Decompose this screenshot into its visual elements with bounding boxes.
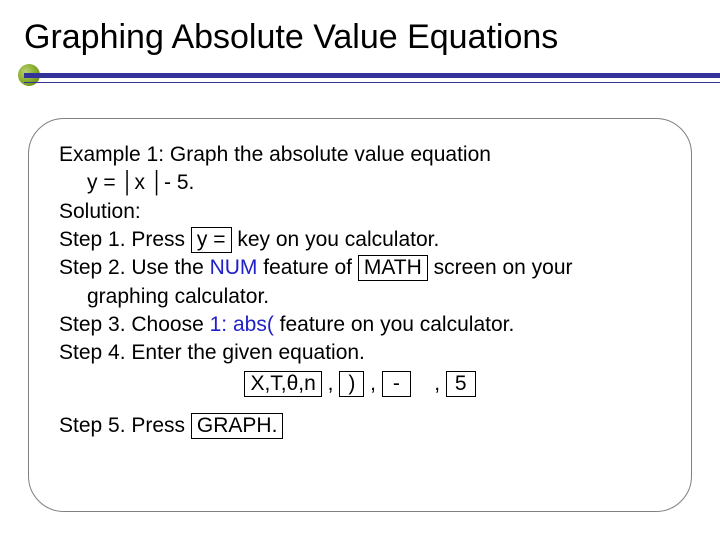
solution-label: Solution: bbox=[59, 198, 661, 226]
slide-title: Graphing Absolute Value Equations bbox=[24, 18, 720, 71]
step1-suffix: key on you calculator. bbox=[237, 228, 439, 251]
sep1: , bbox=[328, 372, 340, 395]
feature-abs: 1: abs( bbox=[210, 313, 274, 336]
step-2: Step 2. Use the NUM feature of MATH scre… bbox=[59, 254, 661, 282]
sep3: , bbox=[428, 372, 446, 395]
key-five: 5 bbox=[446, 371, 476, 397]
step3-suffix: feature on you calculator. bbox=[280, 313, 515, 336]
step1-prefix: Step 1. Press bbox=[59, 228, 191, 251]
underline-thick bbox=[24, 73, 720, 78]
key-xttn: X,T,θ,n bbox=[244, 371, 321, 397]
step-5: Step 5. Press GRAPH. bbox=[59, 412, 661, 440]
sep2: , bbox=[370, 372, 382, 395]
step2-prefix: Step 2. Use the bbox=[59, 256, 210, 279]
step5-prefix: Step 5. Press bbox=[59, 414, 191, 437]
body-text: Example 1: Graph the absolute value equa… bbox=[59, 141, 661, 440]
key-graph: GRAPH. bbox=[191, 413, 284, 439]
example-heading: Example 1: Graph the absolute value equa… bbox=[59, 141, 661, 169]
step2-line2: graphing calculator. bbox=[59, 283, 661, 311]
step-3: Step 3. Choose 1: abs( feature on you ca… bbox=[59, 311, 661, 339]
content-frame: Example 1: Graph the absolute value equa… bbox=[28, 118, 692, 512]
step2-mid: feature of bbox=[263, 256, 358, 279]
slide: Graphing Absolute Value Equations Exampl… bbox=[0, 0, 720, 540]
feature-num: NUM bbox=[210, 256, 258, 279]
step3-prefix: Step 3. Choose bbox=[59, 313, 210, 336]
key-minus: - bbox=[382, 371, 411, 397]
underline-thin bbox=[24, 82, 720, 83]
step-4-keys: X,T,θ,n , ) , - , 5 bbox=[59, 370, 661, 398]
step2-suffix: screen on your bbox=[434, 256, 573, 279]
step-4-text: Step 4. Enter the given equation. bbox=[59, 339, 661, 367]
title-underline bbox=[24, 73, 720, 79]
key-close-paren: ) bbox=[339, 371, 364, 397]
key-y-equals: y = bbox=[191, 227, 232, 253]
step-1: Step 1. Press y = key on you calculator. bbox=[59, 226, 661, 254]
screen-math: MATH bbox=[358, 255, 428, 281]
example-equation: y = │x │- 5. bbox=[59, 169, 661, 197]
title-area: Graphing Absolute Value Equations bbox=[0, 0, 720, 79]
